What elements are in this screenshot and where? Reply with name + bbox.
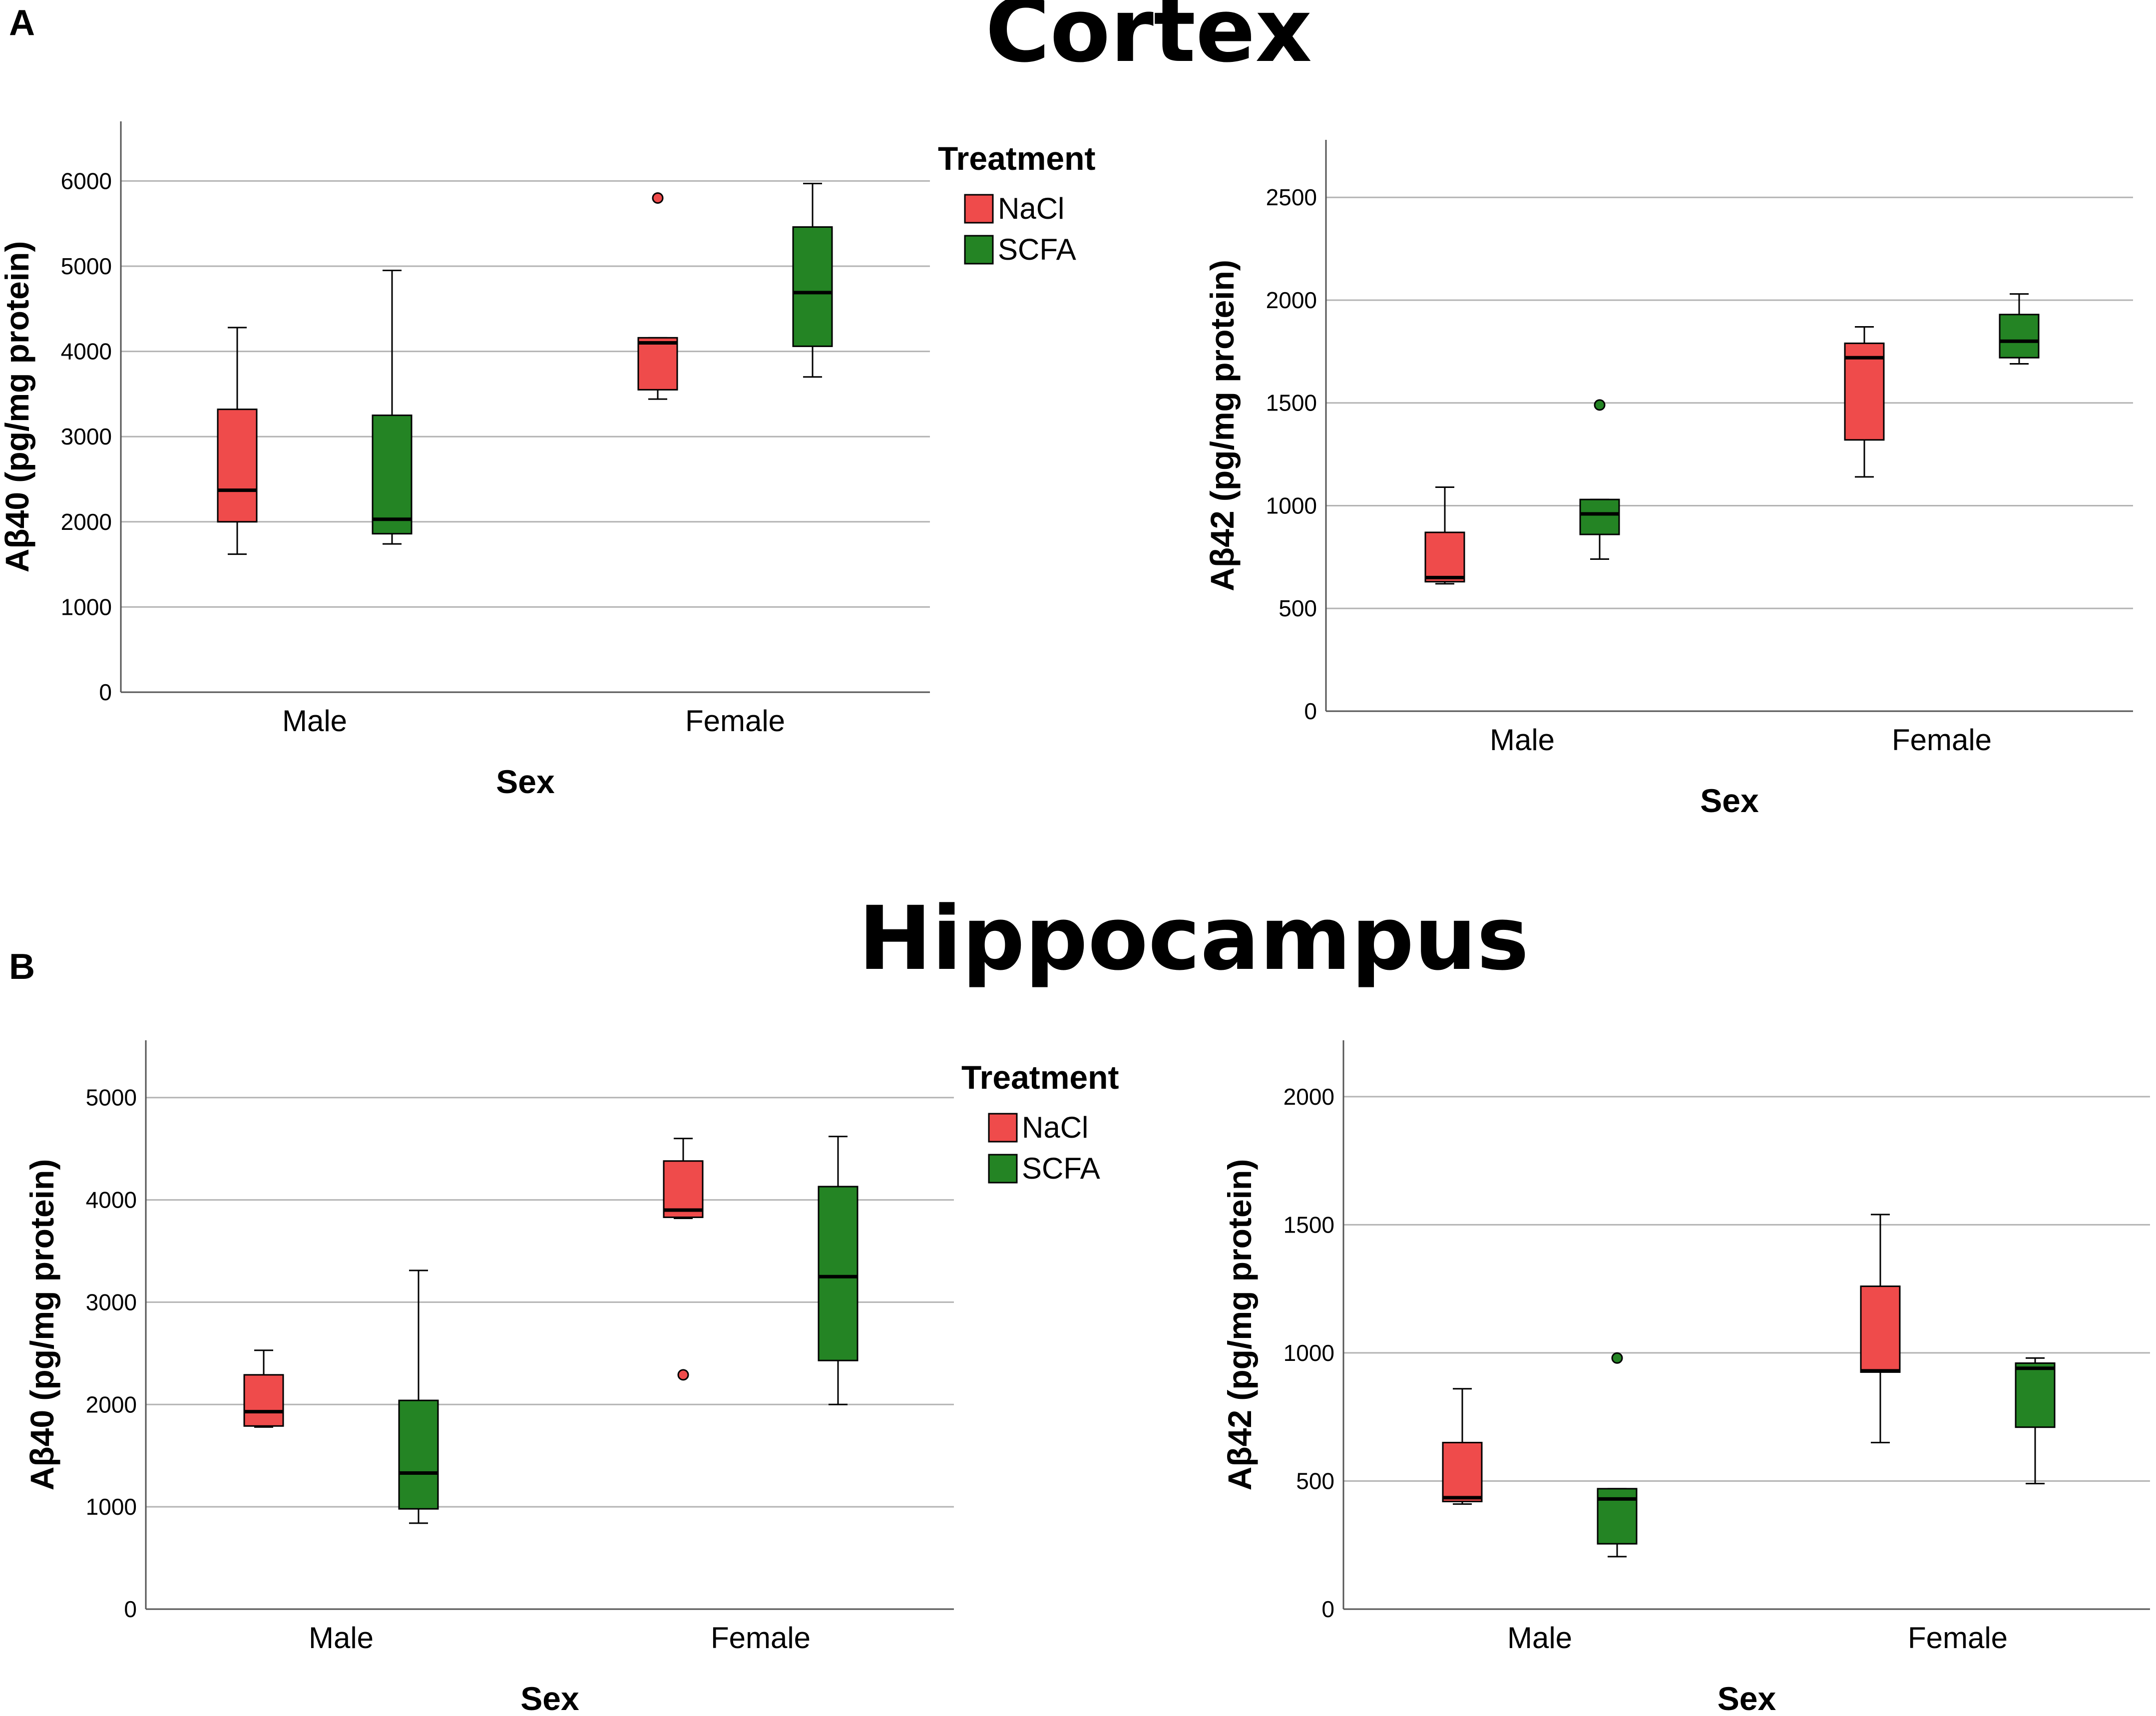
y-tick-label: 3000 bbox=[61, 424, 112, 449]
y-tick-label: 1000 bbox=[86, 1494, 137, 1520]
legend-title: Treatment bbox=[938, 140, 1095, 177]
x-axis-title: Sex bbox=[496, 763, 555, 800]
nacl-male-box-group bbox=[1424, 486, 1465, 585]
y-axis-title: Aβ42 (pg/mg protein) bbox=[1204, 260, 1241, 591]
y-tick-label: 2000 bbox=[1266, 287, 1317, 313]
nacl-female-box-group bbox=[1844, 326, 1885, 478]
x-tick-label: Male bbox=[1507, 1621, 1572, 1655]
y-tick-label: 0 bbox=[124, 1596, 137, 1622]
x-tick-label: Female bbox=[1892, 723, 1992, 757]
outlier-point bbox=[677, 1369, 689, 1381]
y-tick-label: 6000 bbox=[61, 168, 112, 194]
x-axis-title: Sex bbox=[1718, 1680, 1776, 1716]
box-body bbox=[1424, 531, 1465, 583]
y-tick-label: 0 bbox=[99, 679, 112, 705]
box-body bbox=[1579, 498, 1620, 535]
y-tick-label: 0 bbox=[1321, 1596, 1334, 1622]
y-tick-label: 4000 bbox=[61, 339, 112, 365]
x-tick-label: Female bbox=[711, 1621, 811, 1655]
y-axis-title: Aβ40 (pg/mg protein) bbox=[0, 241, 35, 573]
box-body bbox=[1597, 1488, 1638, 1545]
legend: Treatment NaCl SCFA bbox=[938, 140, 1095, 266]
box-body bbox=[1999, 314, 2040, 359]
x-tick-label: Male bbox=[1490, 723, 1555, 757]
legend-label-scfa: SCFA bbox=[1022, 1152, 1100, 1185]
x-tick-label: Female bbox=[1908, 1621, 2008, 1655]
legend: Treatment NaCl SCFA bbox=[961, 1059, 1119, 1185]
scfa-male-box-group bbox=[398, 1270, 439, 1524]
legend-label-scfa: SCFA bbox=[998, 233, 1076, 266]
legend-label-nacl: NaCl bbox=[998, 192, 1064, 225]
x-tick-label: Male bbox=[309, 1621, 374, 1655]
y-tick-label: 1500 bbox=[1266, 390, 1317, 416]
x-tick-label: Female bbox=[685, 704, 785, 738]
y-tick-label: 5000 bbox=[86, 1085, 137, 1111]
panel-b-title: Hippocampus bbox=[858, 887, 1529, 990]
legend-swatch-nacl bbox=[988, 1113, 1018, 1143]
y-tick-label: 1000 bbox=[1284, 1340, 1334, 1366]
box-body bbox=[663, 1160, 704, 1218]
box-body bbox=[217, 409, 258, 523]
panel-a-letter: A bbox=[9, 3, 35, 43]
box-body bbox=[637, 337, 678, 391]
nacl-female-box-group bbox=[637, 192, 678, 400]
panel-a-title: Cortex bbox=[985, 0, 1312, 82]
scfa-female-box-group bbox=[2015, 1357, 2056, 1485]
legend-swatch-nacl bbox=[964, 194, 994, 224]
box-body bbox=[398, 1399, 439, 1510]
y-tick-label: 4000 bbox=[86, 1187, 137, 1213]
nacl-male-box-group bbox=[243, 1349, 284, 1428]
outlier-point bbox=[1594, 399, 1606, 411]
scfa-female-box-group bbox=[1999, 293, 2040, 365]
y-tick-label: 2000 bbox=[1284, 1084, 1334, 1110]
scfa-female-box-group bbox=[818, 1136, 859, 1405]
box-body bbox=[1860, 1286, 1901, 1373]
scfa-female-box-group bbox=[792, 183, 833, 378]
cortex-ab40-chart: 0 1000 2000 3000 4000 5000 6000 Male Female Sex Aβ… bbox=[0, 121, 1095, 800]
legend-swatch-scfa bbox=[988, 1154, 1018, 1184]
y-tick-label: 1500 bbox=[1284, 1212, 1334, 1238]
x-axis-title: Sex bbox=[1700, 782, 1759, 819]
cortex-ab42-chart: 0 500 1000 1500 2000 2500 Male Female Sex Aβ42 (p… bbox=[1204, 140, 2133, 819]
legend-label-nacl: NaCl bbox=[1022, 1111, 1088, 1144]
y-tick-label: 0 bbox=[1304, 698, 1317, 724]
x-tick-label: Male bbox=[282, 704, 347, 738]
hippocampus-ab40-chart: 0 1000 2000 3000 4000 5000 Male Female Sex Aβ40 (… bbox=[23, 1040, 1119, 1716]
box-body bbox=[1442, 1442, 1483, 1503]
box-body bbox=[792, 226, 833, 347]
y-tick-label: 5000 bbox=[61, 253, 112, 279]
scfa-male-box-group bbox=[372, 270, 413, 545]
nacl-male-box-group bbox=[217, 327, 258, 555]
y-tick-label: 500 bbox=[1279, 595, 1317, 621]
y-axis-title: Aβ42 (pg/mg protein) bbox=[1221, 1159, 1258, 1491]
box-body bbox=[243, 1374, 284, 1427]
nacl-female-box-group bbox=[663, 1138, 704, 1381]
nacl-female-box-group bbox=[1860, 1214, 1901, 1444]
y-tick-label: 3000 bbox=[86, 1289, 137, 1315]
y-tick-label: 1000 bbox=[61, 594, 112, 620]
scfa-male-box-group bbox=[1579, 399, 1620, 560]
outlier-point bbox=[1611, 1352, 1623, 1364]
y-tick-label: 2000 bbox=[61, 509, 112, 535]
hippocampus-ab42-chart: 0 500 1000 1500 2000 Male Female Sex Aβ42 (pg/mg… bbox=[1221, 1040, 2150, 1716]
scfa-male-box-group bbox=[1597, 1352, 1638, 1558]
y-tick-label: 2500 bbox=[1266, 184, 1317, 210]
nacl-male-box-group bbox=[1442, 1388, 1483, 1505]
box-body bbox=[818, 1186, 859, 1361]
panel-b-letter: B bbox=[9, 947, 35, 987]
x-axis-title: Sex bbox=[520, 1680, 579, 1716]
box-body bbox=[372, 415, 413, 535]
y-tick-label: 1000 bbox=[1266, 492, 1317, 518]
y-tick-label: 2000 bbox=[86, 1391, 137, 1417]
box-body bbox=[2015, 1362, 2056, 1428]
y-tick-label: 500 bbox=[1296, 1468, 1334, 1494]
legend-title: Treatment bbox=[961, 1059, 1119, 1096]
y-axis-title: Aβ40 (pg/mg protein) bbox=[23, 1159, 60, 1491]
legend-swatch-scfa bbox=[964, 235, 994, 265]
outlier-point bbox=[652, 192, 664, 204]
